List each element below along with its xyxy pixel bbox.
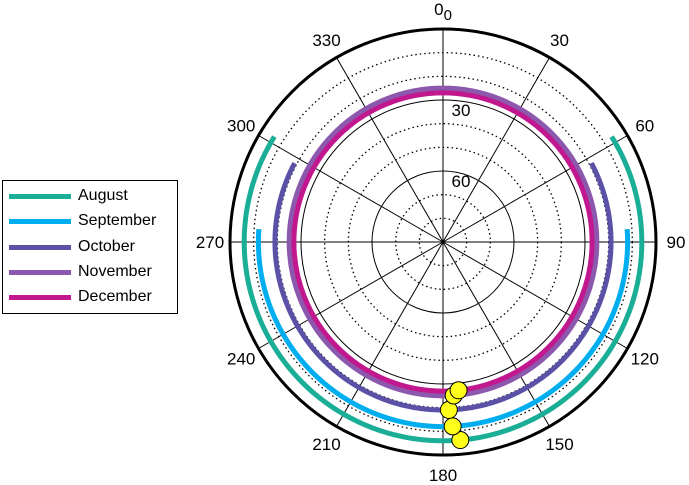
legend-item-august: August: [9, 186, 128, 206]
azimuth-label-300: 300: [227, 117, 255, 136]
legend-swatch-november: [9, 269, 71, 275]
spoke-60: [442, 135, 628, 243]
horizon-ring: [228, 27, 658, 457]
azimuth-label-60: 60: [635, 117, 654, 136]
marker-december: [449, 381, 468, 400]
azimuth-label-210: 210: [312, 435, 340, 454]
azimuth-label-120: 120: [631, 350, 659, 369]
spoke-150: [442, 241, 550, 427]
legend-item-november: November: [9, 262, 152, 282]
legend-swatch-december: [9, 294, 71, 300]
spoke-120: [442, 241, 628, 349]
legend: August September October November Decemb…: [2, 180, 178, 314]
north-subscript: 0: [444, 7, 452, 24]
series-august-path: [241, 135, 645, 444]
marker-september: [443, 417, 462, 436]
spoke-330: [336, 57, 444, 243]
legend-item-september: September: [9, 211, 156, 231]
ring-30: [300, 99, 586, 385]
ring-60: [371, 170, 515, 314]
legend-swatch-october: [9, 244, 71, 250]
legend-swatch-august: [9, 193, 71, 199]
dotted-ring-50: [347, 146, 539, 338]
legend-label-october: October: [78, 238, 135, 255]
spoke-240: [258, 241, 444, 349]
legend-item-october: October: [9, 237, 135, 257]
altitude-label-30: 30: [452, 101, 471, 120]
azimuth-label-150: 150: [545, 435, 573, 454]
legend-swatch-september: [9, 218, 71, 224]
series-december-path: [291, 90, 595, 394]
dotted-ring-10: [253, 52, 633, 432]
dotted-ring-70: [395, 194, 491, 290]
azimuth-label-270: 270: [196, 233, 224, 252]
altitude-label-60: 60: [452, 172, 471, 191]
spoke-30: [442, 57, 550, 243]
dotted-ring-80: [418, 217, 468, 267]
azimuth-label-330: 330: [312, 31, 340, 50]
dotted-ring-40: [324, 123, 562, 361]
legend-label-november: November: [78, 263, 152, 280]
azimuth-label-240: 240: [227, 350, 255, 369]
marker-august: [451, 431, 470, 450]
series-november-path: [286, 85, 600, 399]
legend-label-august: August: [78, 187, 128, 204]
legend-item-december: December: [9, 287, 152, 307]
azimuth-label-180: 180: [429, 466, 457, 485]
legend-label-december: December: [78, 288, 152, 305]
spoke-300: [258, 135, 444, 243]
azimuth-label-30: 30: [550, 31, 569, 50]
series-september-path: [255, 228, 631, 430]
legend-label-september: September: [78, 212, 157, 229]
azimuth-label-0: 00: [434, 0, 452, 24]
azimuth-label-90: 90: [667, 233, 686, 252]
spoke-210: [336, 241, 444, 427]
